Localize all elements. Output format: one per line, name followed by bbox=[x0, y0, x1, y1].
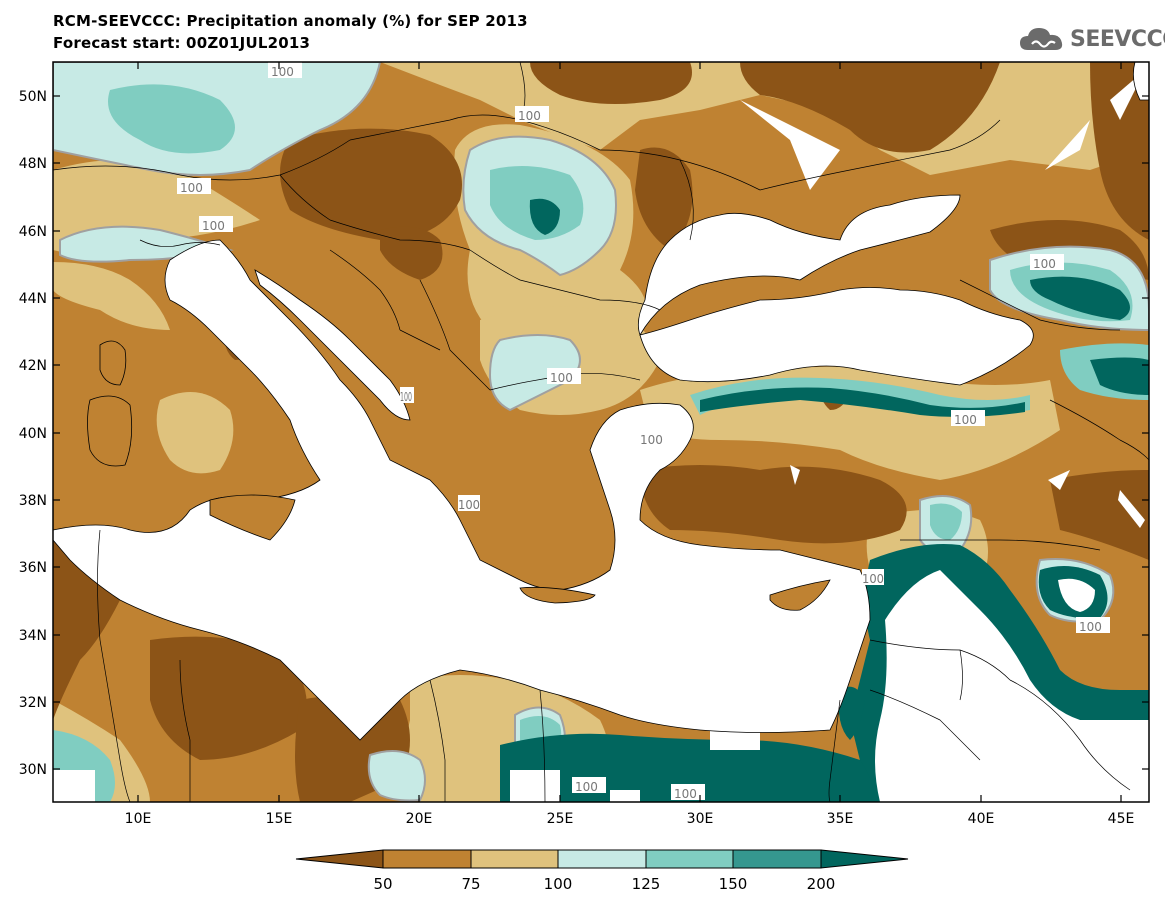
contour-label: 100 bbox=[674, 787, 697, 801]
colorbar-label: 125 bbox=[632, 875, 661, 893]
contour-label: 100 bbox=[640, 433, 663, 447]
seevccc-logo: SEEVCCC bbox=[1018, 24, 1165, 54]
logo-text: SEEVCCC bbox=[1070, 26, 1165, 52]
map-title: RCM-SEEVCCC: Precipitation anomaly (%) f… bbox=[53, 12, 528, 30]
lon-label: 15E bbox=[266, 811, 293, 827]
sardinia bbox=[87, 395, 133, 467]
contour-label: 100 bbox=[518, 109, 541, 123]
longitude-labels: 10E 15E 20E 25E 30E 35E 40E 45E bbox=[125, 811, 1135, 827]
latitude-labels: 50N 48N 46N 44N 42N 40N 38N 36N 34N 32N … bbox=[19, 89, 47, 778]
lat-label: 48N bbox=[19, 156, 47, 172]
lat-label: 32N bbox=[19, 695, 47, 711]
colorbar-label: 100 bbox=[544, 875, 573, 893]
colorbar bbox=[295, 849, 909, 869]
lat-label: 38N bbox=[19, 493, 47, 509]
sea-areas bbox=[53, 62, 1149, 741]
colorbar-label: 150 bbox=[719, 875, 748, 893]
anomaly-below-50-regions bbox=[53, 62, 1149, 802]
lat-label: 50N bbox=[19, 89, 47, 105]
lat-label: 36N bbox=[19, 560, 47, 576]
contour-label: 100 bbox=[458, 498, 480, 512]
colorbar-50-75-swatch bbox=[382, 849, 472, 869]
contour-label: 100 bbox=[1033, 257, 1056, 271]
lat-label: 44N bbox=[19, 291, 47, 307]
contour-label: 100 bbox=[180, 181, 203, 195]
contour-label: 100 bbox=[575, 780, 598, 794]
contour-label: 100 bbox=[1079, 620, 1102, 634]
contour-label: 100 bbox=[954, 413, 977, 427]
lon-label: 30E bbox=[687, 811, 714, 827]
lon-label: 20E bbox=[406, 811, 433, 827]
contour-label: 100 bbox=[400, 390, 412, 404]
contour-label: 100 bbox=[550, 371, 573, 385]
colorbar-label: 200 bbox=[807, 875, 836, 893]
colorbar-labels: 50 75 100 125 150 200 bbox=[373, 875, 835, 893]
colorbar-100-125-swatch bbox=[557, 849, 647, 869]
lat-label: 42N bbox=[19, 358, 47, 374]
lat-label: 30N bbox=[19, 762, 47, 778]
lon-label: 35E bbox=[827, 811, 854, 827]
corsica bbox=[99, 340, 127, 386]
lat-label: 34N bbox=[19, 628, 47, 644]
map-field: 100 100 100 100 100 100 100 100 100 100 … bbox=[53, 62, 1149, 802]
colorbar-75-100-swatch bbox=[470, 849, 559, 869]
lon-label: 40E bbox=[968, 811, 995, 827]
adriatic-sea bbox=[254, 269, 411, 421]
colorbar-125-150-swatch bbox=[645, 849, 734, 869]
contour-label: 100 bbox=[271, 65, 294, 79]
sicily bbox=[209, 494, 296, 541]
longitude-axis bbox=[137, 62, 1122, 802]
missing-data-regions bbox=[53, 70, 1149, 802]
contour-labels: 100 100 100 100 100 100 100 100 100 100 … bbox=[177, 62, 1110, 801]
colorbar-150-200-swatch bbox=[732, 849, 822, 869]
crete bbox=[519, 586, 596, 604]
latitude-axis bbox=[53, 95, 1149, 770]
lon-label: 10E bbox=[125, 811, 152, 827]
contour-label: 100 bbox=[862, 572, 884, 586]
lon-label: 25E bbox=[547, 811, 574, 827]
colorbar-label: 50 bbox=[373, 875, 392, 893]
lon-label: 45E bbox=[1108, 811, 1135, 827]
colorbar-label: 75 bbox=[461, 875, 480, 893]
islands bbox=[87, 340, 831, 611]
forecast-start-subtitle: Forecast start: 00Z01JUL2013 bbox=[53, 34, 311, 52]
contour-label: 100 bbox=[202, 219, 225, 233]
lat-label: 46N bbox=[19, 224, 47, 240]
colorbar-below-50-swatch bbox=[295, 849, 384, 869]
colorbar-above-200-swatch bbox=[820, 849, 909, 869]
cloud-logo-icon bbox=[1020, 28, 1063, 50]
lat-label: 40N bbox=[19, 426, 47, 442]
black-sea bbox=[637, 194, 1034, 386]
cyprus bbox=[769, 579, 831, 611]
map-frame bbox=[52, 61, 1150, 803]
mediterranean-sea bbox=[53, 239, 871, 741]
